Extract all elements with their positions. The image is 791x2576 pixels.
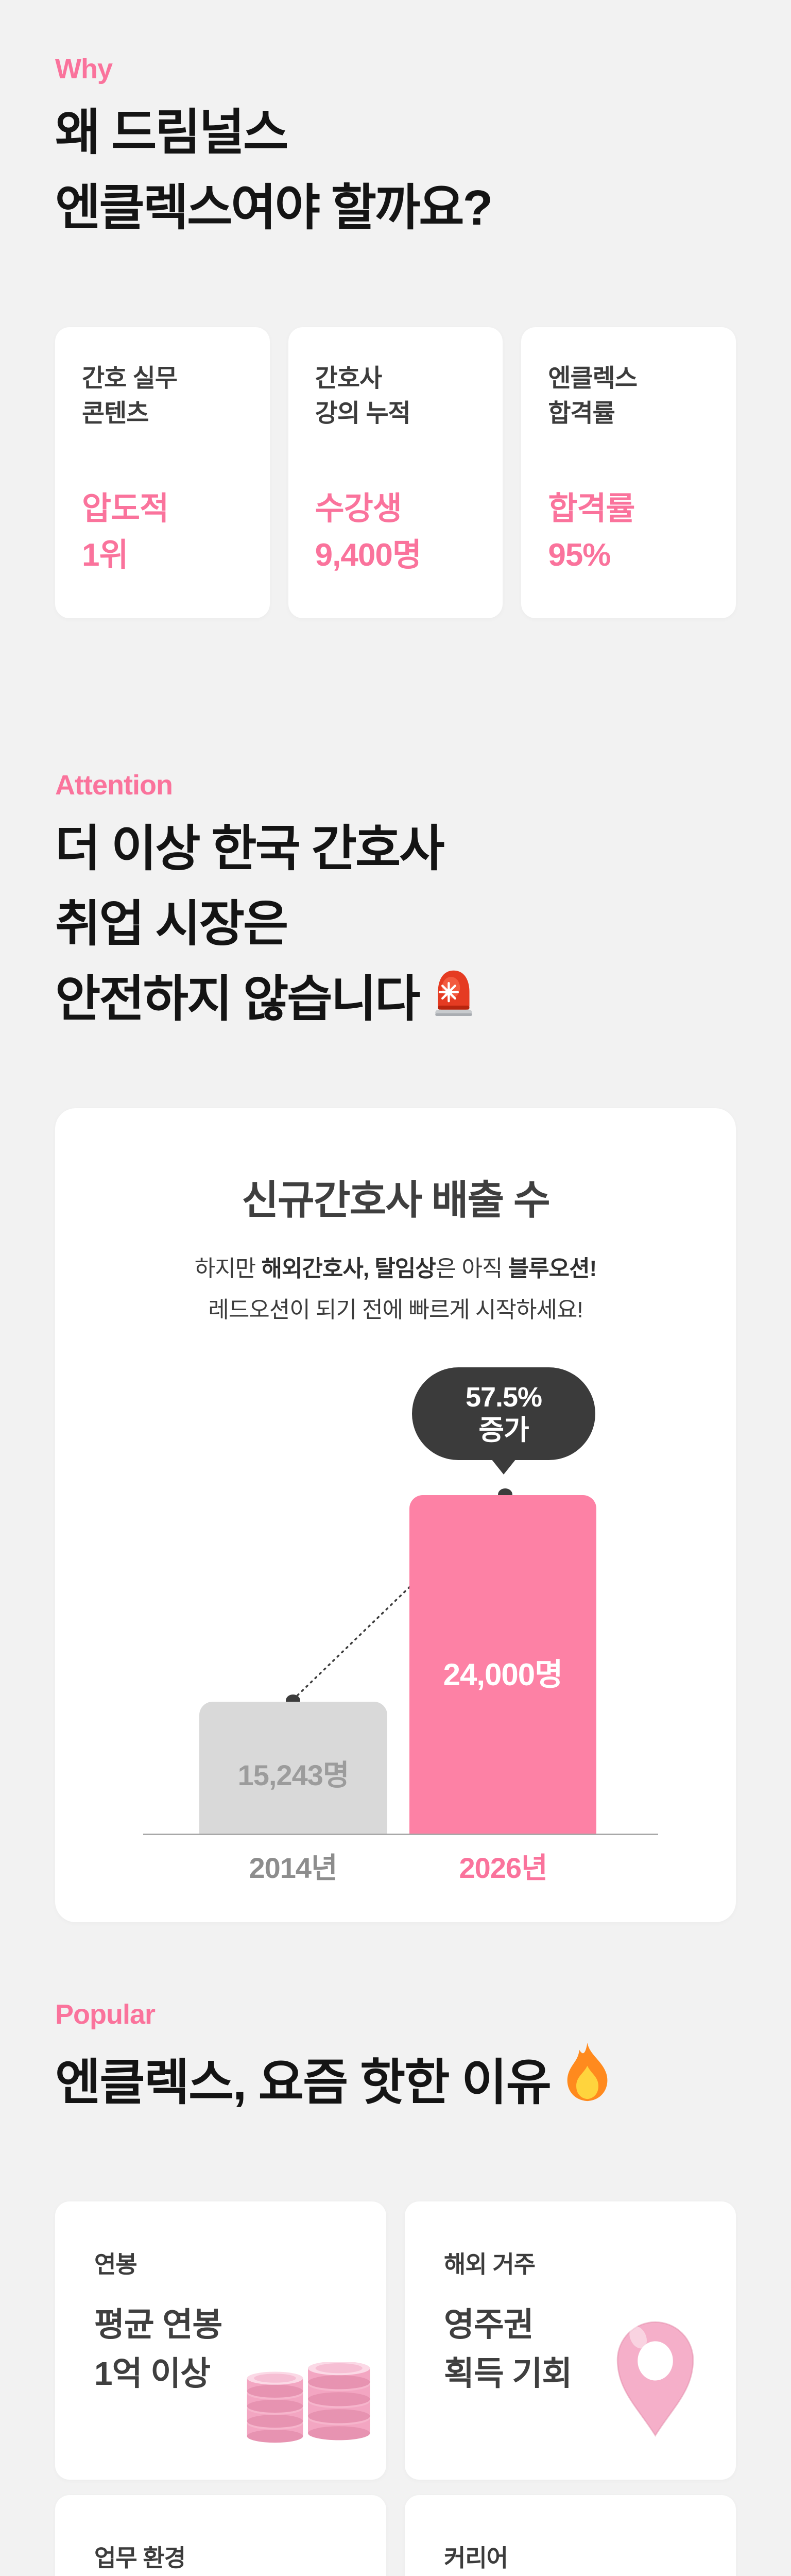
attention-eyebrow: Attention [55, 769, 173, 801]
bar-2026: 24,000명 [409, 1495, 596, 1834]
why-stat-cards: 간호 실무 콘텐츠 압도적 1위 간호사 강의 누적 수강생 9,400명 엔클렉스 합격… [55, 327, 736, 618]
why-eyebrow: Why [55, 54, 113, 84]
stat-card-pass-rate: 엔클렉스 합격률 합격률 95% [521, 327, 736, 618]
stat-label: 엔클렉스 합격률 [548, 364, 638, 427]
benefit-tag: 해외 거주 [444, 2251, 536, 2278]
benefit-card-career: 커리어 탈임상확장 [405, 2495, 736, 2576]
why-title-line1: 왜 드림널스 [55, 105, 288, 160]
stat-label: 간호사 강의 누적 [315, 364, 411, 427]
popular-eyebrow: Popular [55, 1998, 156, 2030]
why-section: Why 왜 드림널스 엔클렉스여야 할까요? 간호 실무 콘텐츠 압도적 1위 간호… [0, 0, 791, 618]
benefit-tag: 업무 환경 [94, 2545, 186, 2572]
popular-title: 엔클렉스, 요즘 핫한 이유 [55, 2041, 736, 2125]
attention-section: Attention 더 이상 한국 간호사 취업 시장은 안전하지 않습니다 [0, 771, 791, 1041]
attention-title: 더 이상 한국 간호사 취업 시장은 안전하지 않습니다 [55, 811, 736, 1041]
benefit-card-salary: 연봉 평균 연봉 1억 이상 [55, 2201, 386, 2480]
x-label-2026: 2026년 [459, 1851, 547, 1884]
chart-title: 신규간호사 배출 수 [242, 1177, 550, 1223]
benefit-card-work-life: 업무 환경 워라밸이있는 삶 [55, 2495, 386, 2576]
benefit-value: 영주권 획득 기회 [444, 2306, 572, 2393]
rotating-light-icon [429, 965, 478, 1041]
stat-value: 수강생 9,400명 [315, 491, 422, 573]
bar-top-connector-line [286, 1488, 512, 1707]
bar-2014: 15,243명 [199, 1701, 387, 1834]
nurse-output-chart-card: 신규간호사 배출 수 하지만 해외간호사, 탈임상은 아직 블루오션! 레드오션… [55, 1108, 736, 1922]
fire-icon [561, 2041, 614, 2125]
benefit-tag: 커리어 [444, 2545, 508, 2572]
benefit-card-residency: 해외 거주 영주권 획득 기회 [405, 2201, 736, 2480]
x-label-2014: 2014년 [249, 1851, 337, 1884]
stat-card-content: 간호 실무 콘텐츠 압도적 1위 [55, 327, 270, 618]
why-title-line2: 엔클렉스여야 할까요? [55, 180, 493, 235]
bar-2026-value: 24,000명 [443, 1657, 563, 1692]
attention-title-line1: 더 이상 한국 간호사 [55, 821, 445, 876]
attention-title-line2: 취업 시장은 [55, 896, 288, 952]
location-pin-icon [609, 2311, 702, 2443]
coins-icon [241, 2361, 376, 2450]
growth-annotation-bubble: 57.5% 증가 [412, 1367, 595, 1460]
benefit-tag: 연봉 [94, 2251, 137, 2278]
benefit-cards: 연봉 평균 연봉 1억 이상 해외 [55, 2201, 736, 2576]
chart-section: 신규간호사 배출 수 하지만 해외간호사, 탈임상은 아직 블루오션! 레드오션… [0, 1108, 791, 1922]
popular-section: Popular 엔클렉스, 요즘 핫한 이유 연봉 평균 연봉 1억 이상 [0, 2001, 791, 2576]
stat-label: 간호 실무 콘텐츠 [82, 364, 178, 427]
benefit-value: 평균 연봉 1억 이상 [94, 2306, 222, 2393]
why-title: 왜 드림널스 엔클렉스여야 할까요? [55, 95, 736, 246]
attention-title-line3: 안전하지 않습니다 [55, 971, 420, 1027]
bar-2014-value: 15,243명 [237, 1758, 350, 1791]
chart-subtitle: 하지만 해외간호사, 탈임상은 아직 블루오션! 레드오션이 되기 전에 빠르게… [194, 1256, 597, 1323]
stat-card-students: 간호사 강의 누적 수강생 9,400명 [288, 327, 503, 618]
x-axis-line [143, 1833, 658, 1835]
stat-value: 합격률 95% [548, 491, 635, 573]
stat-value: 압도적 1위 [82, 491, 169, 573]
